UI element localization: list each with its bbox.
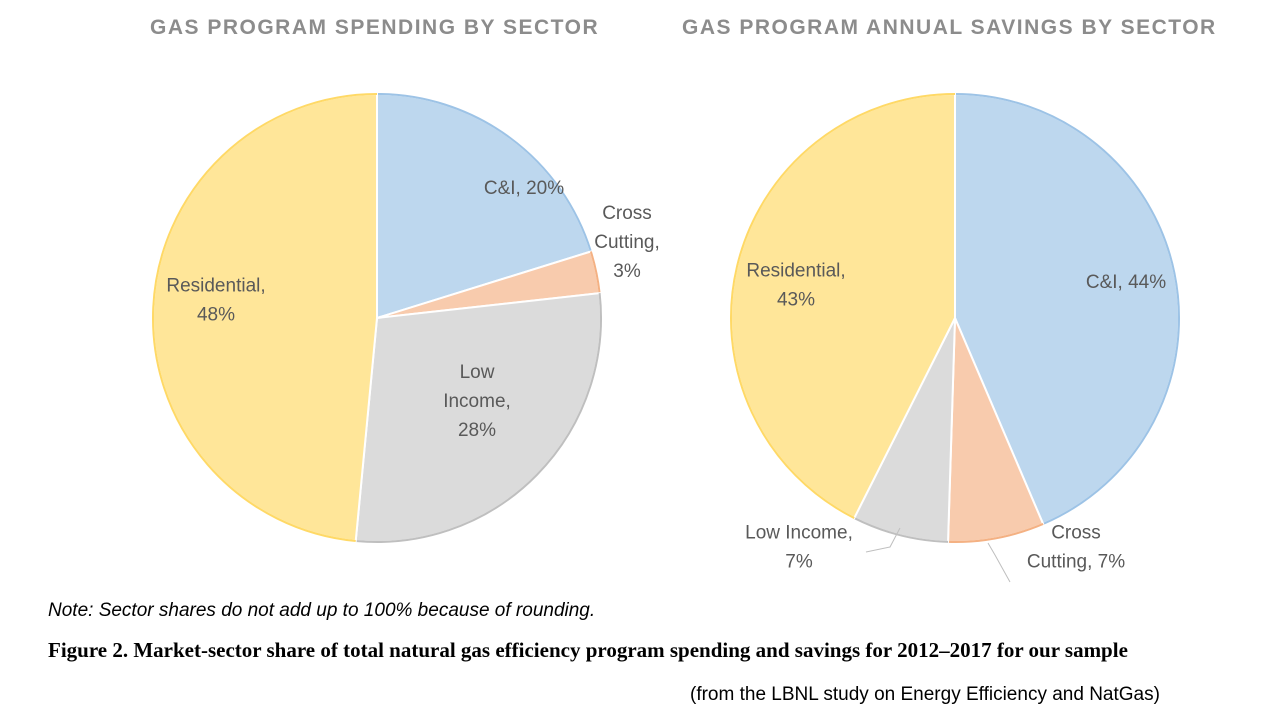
slice-edge [853,517,949,543]
pie-spending: C&I, 20% Cross Cutting, 3% Low Income, 28% Resi… [152,92,660,543]
slice-edge [376,93,592,252]
leader-line [865,527,901,553]
data-label-residential: Residential, 43% [746,261,845,311]
slice-edge [355,293,602,543]
slice-edge [730,93,956,519]
slice-edge [954,93,1180,525]
leader-line [987,542,1011,583]
slice-low-income [354,292,602,543]
data-label-c-i: C&I, 20% [484,178,564,199]
source-note: (from the LBNL study on Energy Efficienc… [690,684,1160,705]
figure-caption: Figure 2. Market-sector share of total n… [48,638,1128,662]
slice-edge [948,523,1044,543]
pie-savings: C&I, 44% Cross Cutting, 7% Low Income, 7% Res… [730,92,1180,583]
data-label-cross-cutting: Cross Cutting, 3% [594,203,659,282]
data-label-low-income: Low Income, 28% [443,362,511,441]
slice-residential [152,92,378,543]
data-label-cross-cutting: Cross Cutting, 7% [1027,523,1125,573]
note: Note: Sector shares do not add up to 100… [48,600,596,621]
data-label-c-i: C&I, 44% [1086,272,1166,293]
data-label-low-income: Low Income, 7% [745,523,853,573]
right-chart-title: GAS PROGRAM ANNUAL SAVINGS BY SECTOR [682,16,1217,39]
left-chart-title: GAS PROGRAM SPENDING BY SECTOR [150,16,600,39]
data-label-residential: Residential, 48% [166,276,265,326]
pie-charts: C&I, 20% Cross Cutting, 3% Low Income, 28% Resi… [152,92,1180,583]
slice-edge [152,93,378,542]
